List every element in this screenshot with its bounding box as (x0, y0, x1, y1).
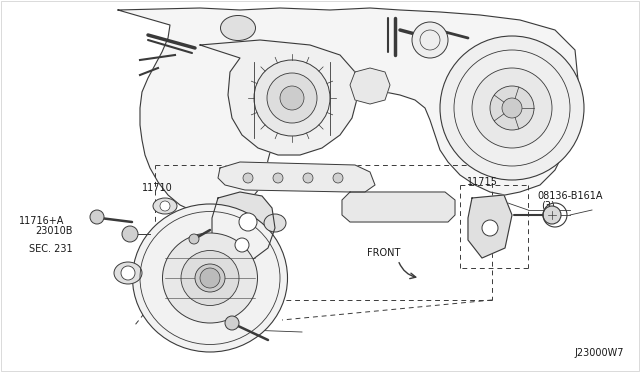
Circle shape (543, 206, 561, 224)
Circle shape (440, 36, 584, 180)
Circle shape (333, 173, 343, 183)
Circle shape (200, 268, 220, 288)
Polygon shape (118, 8, 578, 215)
Circle shape (267, 73, 317, 123)
Ellipse shape (221, 16, 255, 41)
Text: 11716+A: 11716+A (19, 216, 64, 226)
Polygon shape (212, 192, 275, 262)
Circle shape (189, 234, 199, 244)
Circle shape (225, 316, 239, 330)
Circle shape (303, 173, 313, 183)
Polygon shape (218, 162, 375, 192)
Text: 08136-B161A: 08136-B161A (538, 192, 603, 201)
Polygon shape (342, 192, 455, 222)
Circle shape (280, 86, 304, 110)
Circle shape (502, 98, 522, 118)
Circle shape (122, 226, 138, 242)
Text: 11715: 11715 (467, 177, 498, 186)
Circle shape (482, 220, 498, 236)
Circle shape (243, 173, 253, 183)
Text: J23000W7: J23000W7 (575, 349, 624, 358)
Ellipse shape (114, 262, 142, 284)
Polygon shape (468, 195, 512, 258)
Ellipse shape (195, 264, 225, 292)
Circle shape (472, 68, 552, 148)
Text: 23010B: 23010B (35, 227, 72, 236)
Circle shape (90, 210, 104, 224)
Text: 11716: 11716 (216, 307, 247, 317)
Ellipse shape (163, 233, 257, 323)
Text: 11710: 11710 (142, 183, 173, 193)
Polygon shape (350, 68, 390, 104)
Circle shape (121, 266, 135, 280)
Circle shape (235, 238, 249, 252)
Ellipse shape (132, 204, 287, 352)
Circle shape (239, 213, 257, 231)
Ellipse shape (153, 198, 177, 214)
Circle shape (273, 173, 283, 183)
Text: SEC. 231: SEC. 231 (29, 244, 72, 254)
Polygon shape (200, 40, 358, 155)
Circle shape (254, 60, 330, 136)
Circle shape (490, 86, 534, 130)
Text: (3): (3) (541, 201, 554, 211)
Ellipse shape (264, 214, 286, 232)
Circle shape (412, 22, 448, 58)
Circle shape (160, 201, 170, 211)
Text: FRONT: FRONT (367, 248, 401, 258)
Ellipse shape (181, 250, 239, 305)
